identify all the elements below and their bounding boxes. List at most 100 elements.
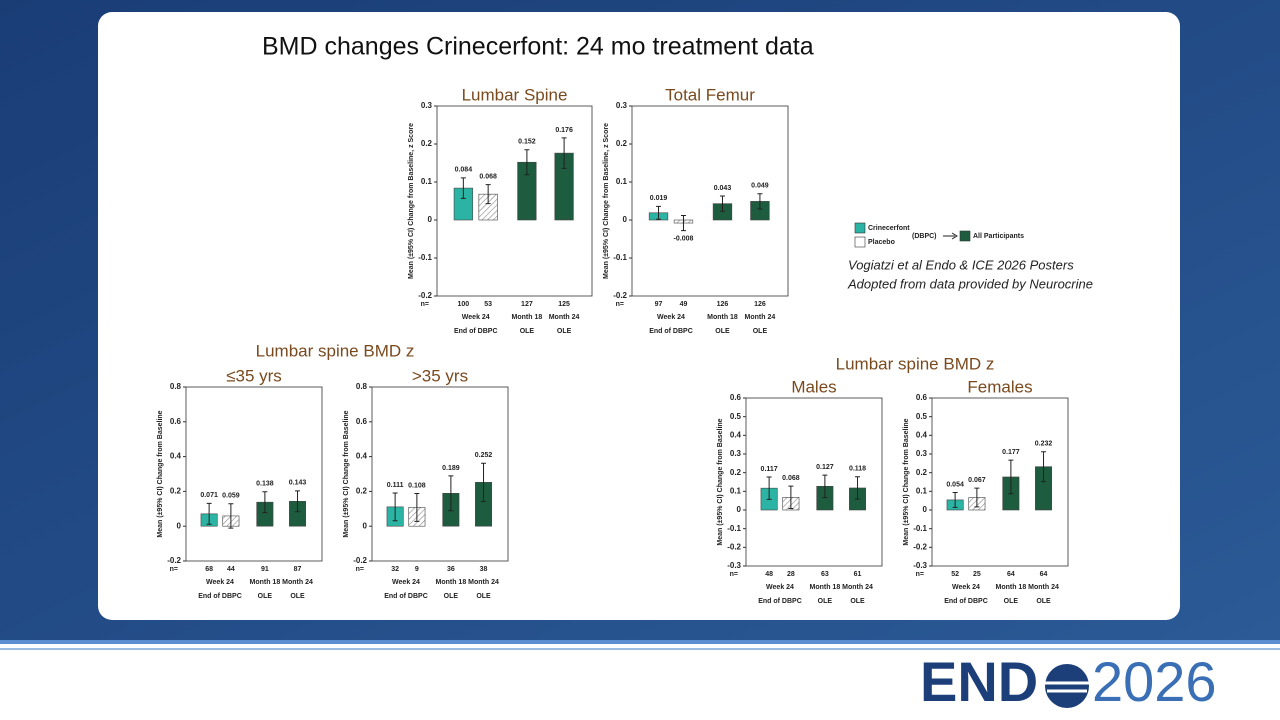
plot-frame: [436, 105, 593, 297]
n-value: 44: [227, 566, 235, 573]
y-tick-label: 0.2: [170, 487, 182, 496]
y-tick-label: 0.1: [616, 177, 628, 186]
group-label: Month 18: [707, 314, 738, 321]
group-label: Month 24: [745, 314, 776, 321]
group-sublabel: OLE: [476, 593, 491, 600]
group-label: Month 24: [282, 579, 313, 586]
y-tick-label: 0.3: [730, 449, 742, 458]
error-bar: [414, 492, 420, 522]
y-tick-label: 0.3: [616, 101, 628, 110]
footer-stripe: [0, 640, 1280, 644]
value-label: 0.177: [1002, 449, 1020, 456]
logo-text: 2026: [1092, 650, 1217, 713]
group-label: Week 24: [462, 314, 490, 321]
value-label: -0.008: [674, 235, 694, 242]
n-value: 91: [261, 566, 269, 573]
legend: Crinecerfont Placebo (DBPC) All Particip…: [854, 222, 1024, 248]
error-bar: [295, 490, 301, 513]
y-tick-label: 0.4: [916, 430, 928, 439]
value-label: 0.108: [408, 482, 426, 489]
value-label: 0.049: [751, 183, 769, 190]
value-label: 0.071: [200, 492, 218, 499]
value-label: 0.111: [387, 482, 404, 489]
value-label: 0.118: [849, 466, 866, 473]
value-label: 0.176: [555, 127, 573, 134]
error-bar: [974, 487, 980, 508]
group-sublabel: End of DBPC: [454, 328, 498, 335]
n-value: 126: [754, 301, 766, 308]
chart-title: Total Femur: [665, 85, 755, 104]
y-tick-label: 0.6: [170, 417, 182, 426]
y-tick-label: 0.3: [916, 449, 928, 458]
group-label: Month 18: [996, 584, 1027, 591]
y-tick-label: 0.2: [730, 468, 742, 477]
error-bar: [392, 492, 398, 522]
plot-frame: [931, 397, 1069, 567]
group-label: Month 24: [468, 579, 499, 586]
error-bar: [460, 177, 466, 199]
error-bar: [485, 184, 491, 205]
group-sublabel: End of DBPC: [944, 598, 988, 605]
n-value: 63: [821, 571, 829, 578]
group-sublabel: OLE: [258, 593, 273, 600]
error-bar: [757, 193, 763, 210]
group-sublabel: End of DBPC: [758, 598, 802, 605]
chart-title: ≤35 yrs: [226, 366, 282, 385]
group-sublabel: OLE: [850, 598, 865, 605]
n-value: 48: [765, 571, 773, 578]
y-tick-label: -0.2: [913, 542, 927, 551]
error-bar: [1008, 459, 1014, 495]
error-bar: [1041, 451, 1047, 483]
group-label: Week 24: [657, 314, 685, 321]
y-tick-label: 0.2: [356, 487, 368, 496]
y-tick-label: 0.5: [916, 412, 928, 421]
error-bar: [952, 491, 958, 508]
error-bar: [822, 474, 828, 498]
y-tick-label: 0: [177, 521, 182, 530]
y-tick-label: 0.3: [421, 101, 433, 110]
error-bar: [228, 503, 234, 529]
y-tick-label: -0.3: [727, 561, 741, 570]
n-value: 38: [480, 566, 488, 573]
group-title: Lumbar spine BMD z: [836, 354, 995, 373]
y-tick-label: 0: [428, 215, 433, 224]
group-label: Month 24: [842, 584, 873, 591]
value-label: 0.127: [816, 464, 834, 471]
value-label: 0.138: [256, 481, 274, 488]
n-value: 126: [717, 301, 729, 308]
n-value: 97: [655, 301, 663, 308]
y-tick-label: -0.2: [727, 542, 741, 551]
y-tick-label: 0.4: [730, 430, 742, 439]
n-value: 28: [787, 571, 795, 578]
y-tick-label: -0.2: [613, 291, 627, 300]
n-value: 53: [484, 301, 492, 308]
card: [98, 12, 1180, 620]
value-label: 0.059: [222, 493, 240, 500]
logo-globe: [1045, 664, 1089, 708]
n-value: 9: [415, 566, 419, 573]
value-label: 0.143: [289, 480, 307, 487]
n-value: 64: [1040, 571, 1048, 578]
group-label: Week 24: [952, 584, 980, 591]
n-label: n=: [916, 571, 924, 578]
n-value: 32: [391, 566, 399, 573]
logo: END 2026: [920, 650, 1217, 713]
citation: Vogiatzi et al Endo & ICE 2026 Posters: [848, 257, 1074, 272]
group-label: Month 18: [250, 579, 281, 586]
legend-swatch: [959, 230, 971, 242]
group-sublabel: OLE: [1036, 598, 1051, 605]
group-label: Month 24: [1028, 584, 1059, 591]
slide-title: BMD changes Crinecerfont: 24 mo treatmen…: [262, 33, 814, 61]
y-tick-label: 0: [363, 521, 368, 530]
n-value: 61: [854, 571, 862, 578]
group-label: Month 18: [810, 584, 841, 591]
legend-arrow: [951, 232, 958, 240]
group-sublabel: OLE: [1004, 598, 1019, 605]
value-label: 0.067: [968, 477, 986, 484]
legend-label: Crinecerfont: [868, 225, 910, 232]
plot-frame: [631, 105, 789, 297]
y-tick-label: -0.1: [913, 524, 927, 533]
n-value: 125: [558, 301, 570, 308]
y-tick-label: 0.2: [916, 468, 928, 477]
